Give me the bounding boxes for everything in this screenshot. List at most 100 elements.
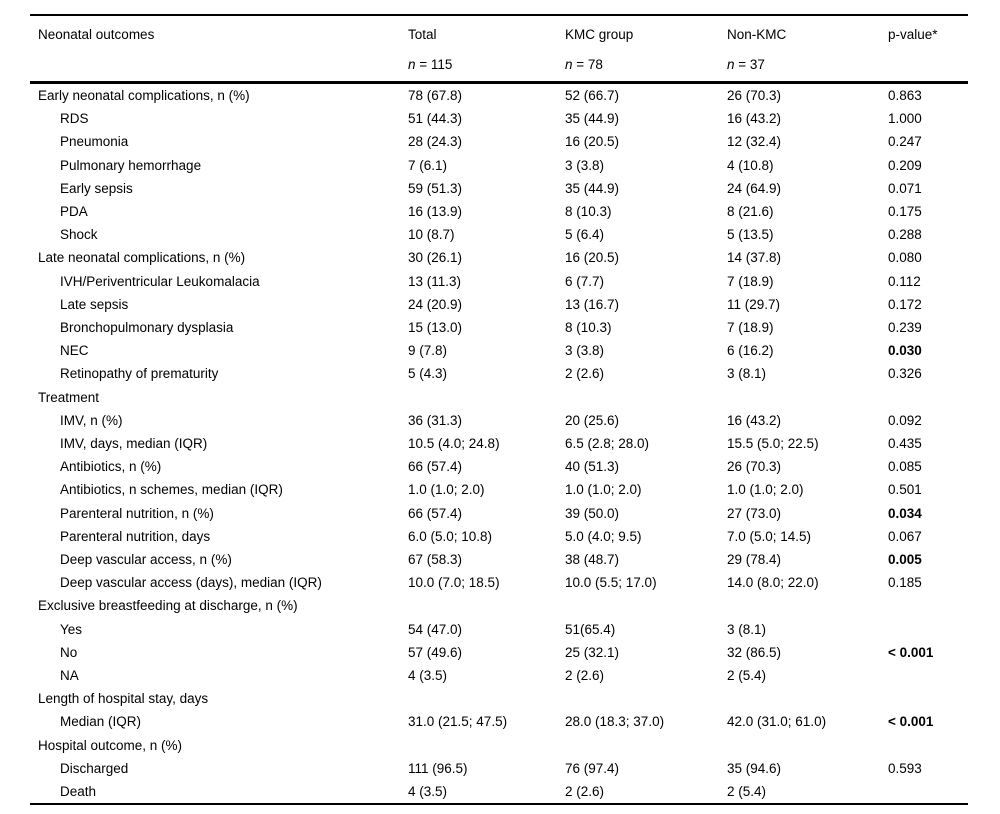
table-body: Early neonatal complications, n (%) 78 (6… <box>30 84 968 803</box>
cell-p-value: 0.326 <box>888 366 922 382</box>
cell-non-kmc: 7.0 (5.0; 14.5) <box>727 528 812 544</box>
cell-kmc: 5.0 (4.0; 9.5) <box>565 528 642 544</box>
cell-total: 1.0 (1.0; 2.0) <box>408 482 485 498</box>
cell-p-value <box>888 664 968 687</box>
header-total-n: n = 115 <box>408 50 565 79</box>
cell-non-kmc: 35 (94.6) <box>727 760 782 776</box>
cell-kmc: 6.5 (2.8; 28.0) <box>565 436 650 452</box>
table-row: Parenteral nutrition, n (%) 66 (57.4) 39 (… <box>30 502 968 525</box>
cell-total: 10.5 (4.0; 24.8) <box>408 436 500 452</box>
cell-total: 4 (3.5) <box>408 668 448 684</box>
cell-non-kmc: 42.0 (31.0; 61.0) <box>727 714 827 730</box>
header-non-kmc-title: Non-KMC <box>727 27 787 42</box>
cell-total: 51 (44.3) <box>408 111 463 127</box>
cell-total: 78 (67.8) <box>408 88 463 103</box>
cell-p-value: 0.080 <box>888 250 922 266</box>
cell-total: 54 (47.0) <box>408 621 463 637</box>
cell-non-kmc <box>727 594 888 617</box>
cell-p-value: 0.863 <box>888 88 922 103</box>
cell-non-kmc: 2 (5.4) <box>727 784 767 800</box>
row-label: Bronchopulmonary dysplasia <box>60 320 234 336</box>
table-row: Discharged 111 (96.5) 76 (97.4) 35 (94.6) 0.… <box>30 757 968 780</box>
cell-non-kmc: 15.5 (5.0; 22.5) <box>727 436 819 452</box>
table-row: IVH/Periventricular Leukomalacia 13 (11.3… <box>30 270 968 293</box>
table-row: Retinopathy of prematurity 5 (4.3) 2 (2.6)… <box>30 362 968 385</box>
cell-total: 16 (13.9) <box>408 204 463 220</box>
table-row: Length of hospital stay, days <box>30 687 968 710</box>
n-value: = 115 <box>415 57 453 72</box>
cell-p-value: 0.185 <box>888 575 922 591</box>
cell-p-value: 0.288 <box>888 227 922 243</box>
cell-total: 57 (49.6) <box>408 644 463 660</box>
cell-non-kmc: 32 (86.5) <box>727 644 782 660</box>
cell-non-kmc: 3 (8.1) <box>727 621 767 637</box>
table-row: Shock 10 (8.7) 5 (6.4) 5 (13.5) 0.288 <box>30 223 968 246</box>
cell-non-kmc: 6 (16.2) <box>727 343 774 359</box>
cell-non-kmc <box>727 734 888 757</box>
cell-kmc: 2 (2.6) <box>565 784 605 800</box>
cell-total: 6.0 (5.0; 10.8) <box>408 528 493 544</box>
cell-p-value <box>888 594 968 617</box>
cell-kmc: 2 (2.6) <box>565 668 605 684</box>
table-row: Yes 54 (47.0) 51(65.4) 3 (8.1) <box>30 618 968 641</box>
cell-p-value: 0.092 <box>888 412 922 428</box>
table-row: Bronchopulmonary dysplasia 15 (13.0) 8 (10… <box>30 316 968 339</box>
cell-non-kmc: 11 (29.7) <box>727 296 781 312</box>
cell-total <box>408 386 565 409</box>
row-label: Parenteral nutrition, n (%) <box>60 505 214 521</box>
row-label: Shock <box>60 227 98 243</box>
cell-kmc: 5 (6.4) <box>565 227 605 243</box>
cell-total: 30 (26.1) <box>408 250 463 266</box>
row-label: Discharged <box>60 760 129 776</box>
n-value: = 78 <box>572 57 603 72</box>
row-label: Length of hospital stay, days <box>38 691 209 707</box>
header-total-title: Total <box>408 27 437 42</box>
cell-kmc <box>565 386 727 409</box>
table-row: Late neonatal complications, n (%) 30 (26… <box>30 246 968 269</box>
cell-p-value: 0.071 <box>888 180 922 196</box>
cell-p-value: 0.593 <box>888 760 922 776</box>
cell-total: 31.0 (21.5; 47.5) <box>408 714 508 730</box>
cell-p-value <box>888 618 968 641</box>
row-label: Death <box>60 784 97 800</box>
n-value: = 37 <box>734 57 765 72</box>
table-row: NEC 9 (7.8) 3 (3.8) 6 (16.2) 0.030 <box>30 339 968 362</box>
table-row: NA 4 (3.5) 2 (2.6) 2 (5.4) <box>30 664 968 687</box>
cell-p-value: 0.067 <box>888 528 922 544</box>
table-row: Late sepsis 24 (20.9) 13 (16.7) 11 (29.7) 0.… <box>30 293 968 316</box>
header-p-value-column: p-value* <box>888 20 968 79</box>
row-label: No <box>60 644 78 660</box>
row-label: Hospital outcome, n (%) <box>38 737 183 753</box>
row-label: Deep vascular access (days), median (IQR… <box>60 575 322 591</box>
cell-total: 24 (20.9) <box>408 296 463 312</box>
cell-kmc: 38 (48.7) <box>565 552 620 568</box>
n-symbol: n <box>565 57 573 72</box>
row-label: Exclusive breastfeeding at discharge, n … <box>38 598 298 614</box>
cell-p-value <box>888 734 968 757</box>
cell-kmc: 28.0 (18.3; 37.0) <box>565 714 665 730</box>
row-label: Yes <box>60 621 83 637</box>
header-p-value-spacer <box>888 50 968 79</box>
cell-kmc: 16 (20.5) <box>565 250 620 266</box>
cell-total <box>408 734 565 757</box>
header-non-kmc-column: Non-KMC n = 37 <box>727 20 888 79</box>
cell-total: 13 (11.3) <box>408 273 462 289</box>
row-label: Early sepsis <box>60 180 133 196</box>
row-label: Antibiotics, n schemes, median (IQR) <box>60 482 283 498</box>
table-row: No 57 (49.6) 25 (32.1) 32 (86.5) < 0.001 <box>30 641 968 664</box>
table-row: PDA 16 (13.9) 8 (10.3) 8 (21.6) 0.175 <box>30 200 968 223</box>
row-label: Treatment <box>38 389 100 405</box>
cell-kmc: 3 (3.8) <box>565 343 605 359</box>
cell-non-kmc: 16 (43.2) <box>727 111 782 127</box>
header-kmc-column: KMC group n = 78 <box>565 20 727 79</box>
row-label: Pulmonary hemorrhage <box>60 157 202 173</box>
cell-total: 10.0 (7.0; 18.5) <box>408 575 500 591</box>
table-row: IMV, days, median (IQR) 10.5 (4.0; 24.8) 6… <box>30 432 968 455</box>
cell-p-value <box>888 687 968 710</box>
cell-total: 10 (8.7) <box>408 227 455 243</box>
cell-kmc: 35 (44.9) <box>565 180 620 196</box>
cell-kmc: 8 (10.3) <box>565 320 612 336</box>
cell-p-value: 0.030 <box>888 343 922 359</box>
cell-p-value: 0.501 <box>888 482 922 498</box>
